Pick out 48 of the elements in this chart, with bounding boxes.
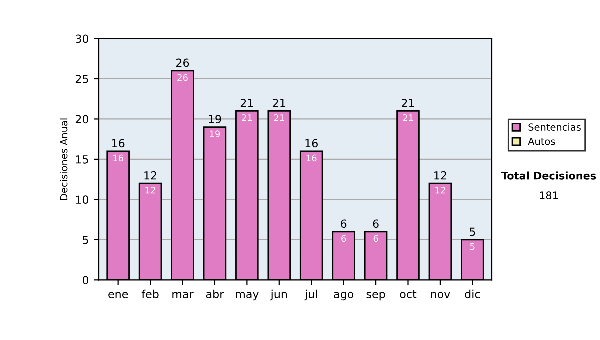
data-label: 12 — [436, 186, 446, 194]
total-label: 5 — [470, 228, 476, 236]
legend-label: Sentencias — [528, 123, 581, 132]
legend-label: Autos — [528, 138, 556, 146]
data-label: 6 — [374, 235, 378, 242]
y-tick-label: 5 — [83, 236, 88, 244]
y-axis-title: Decisiones Anual — [60, 118, 68, 200]
total-label: 6 — [373, 220, 379, 228]
total-label: 21 — [240, 99, 254, 108]
y-tick-label: 25 — [76, 74, 88, 84]
x-tick-label: mar — [172, 292, 194, 298]
x-tick-label: jul — [304, 290, 318, 301]
data-label: 16 — [306, 154, 317, 162]
x-tick-label: ene — [108, 292, 128, 298]
text: Total Decisiones — [501, 172, 596, 180]
x-tick-label: abr — [206, 290, 224, 298]
y-tick-label: 30 — [76, 34, 89, 44]
x-tick-label: may — [236, 292, 259, 301]
data-label: 21 — [403, 114, 414, 122]
y-tick-label: 0 — [82, 276, 89, 285]
x-tick-label: ago — [334, 292, 354, 301]
total-label: 6 — [341, 220, 347, 228]
data-label: 12 — [146, 186, 156, 194]
data-label: 19 — [210, 130, 220, 138]
y-tick-label: 20 — [76, 115, 89, 124]
total-label: 19 — [209, 115, 222, 124]
text: 181 — [540, 192, 558, 200]
x-tick-label: jun — [270, 290, 288, 301]
total-label: 21 — [402, 99, 414, 108]
data-label: 21 — [242, 114, 252, 122]
x-tick-label: feb — [142, 290, 159, 298]
total-label: 21 — [273, 99, 286, 108]
total-label: 16 — [306, 139, 318, 148]
y-tick-label: 15 — [76, 156, 88, 164]
data-label: 5 — [470, 243, 475, 250]
x-tick-label: nov — [431, 292, 450, 298]
data-label: 6 — [342, 235, 346, 242]
x-tick-label: oct — [400, 290, 417, 298]
data-label: 26 — [178, 74, 188, 82]
x-tick-label: sep — [366, 292, 386, 301]
total-label: 16 — [112, 139, 125, 148]
x-tick-label: dic — [465, 290, 480, 298]
total-label: 26 — [176, 58, 190, 68]
data-label: 21 — [274, 114, 284, 122]
data-label: 16 — [114, 154, 124, 162]
y-tick-label: 10 — [76, 196, 89, 204]
total-label: 12 — [144, 171, 156, 180]
total-label: 12 — [434, 171, 446, 180]
